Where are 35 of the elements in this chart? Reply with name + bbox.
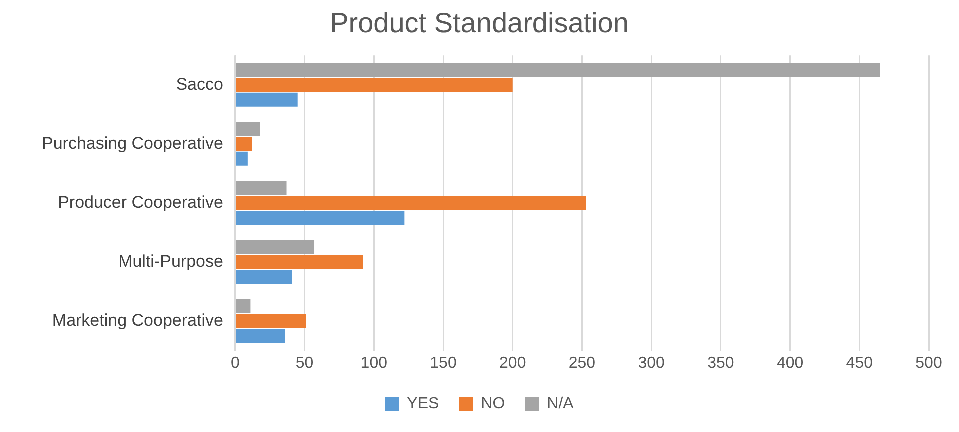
bar: [236, 78, 513, 92]
y-tick-label: Multi-Purpose: [118, 252, 224, 271]
bar: [236, 255, 364, 270]
x-tick-label: 250: [568, 354, 596, 372]
x-tick-label: 150: [430, 354, 457, 372]
bar: [236, 137, 252, 152]
x-tick-label: 200: [500, 354, 526, 372]
bar: [236, 270, 292, 284]
bar: [236, 122, 260, 136]
y-tick-label: Sacco: [176, 74, 224, 94]
legend-label: N/A: [547, 395, 574, 412]
x-tick-label: 350: [708, 354, 734, 372]
legend-label: YES: [407, 395, 440, 412]
legend-label: NO: [481, 395, 506, 412]
chart-title: Product Standardisation: [330, 8, 629, 39]
x-tick-label: 300: [638, 354, 666, 372]
bar: [236, 196, 586, 210]
bar: [236, 181, 287, 196]
bar: [236, 329, 286, 344]
x-tick-label: 50: [296, 354, 314, 372]
bar: [236, 300, 251, 314]
bar: [236, 240, 315, 254]
bar: [236, 152, 248, 166]
x-tick-label: 0: [230, 354, 240, 372]
bar: [236, 314, 306, 328]
y-tick-label: Marketing Cooperative: [52, 310, 224, 330]
bar: [236, 63, 880, 78]
x-tick-label: 400: [776, 354, 804, 372]
bar: [236, 210, 405, 225]
x-tick-label: 450: [846, 354, 874, 372]
y-tick-label: Producer Cooperative: [58, 192, 224, 212]
bar: [236, 92, 298, 107]
y-tick-label: Purchasing Cooperative: [42, 134, 224, 153]
x-tick-label: 100: [360, 354, 388, 372]
x-tick-label: 500: [916, 354, 942, 372]
